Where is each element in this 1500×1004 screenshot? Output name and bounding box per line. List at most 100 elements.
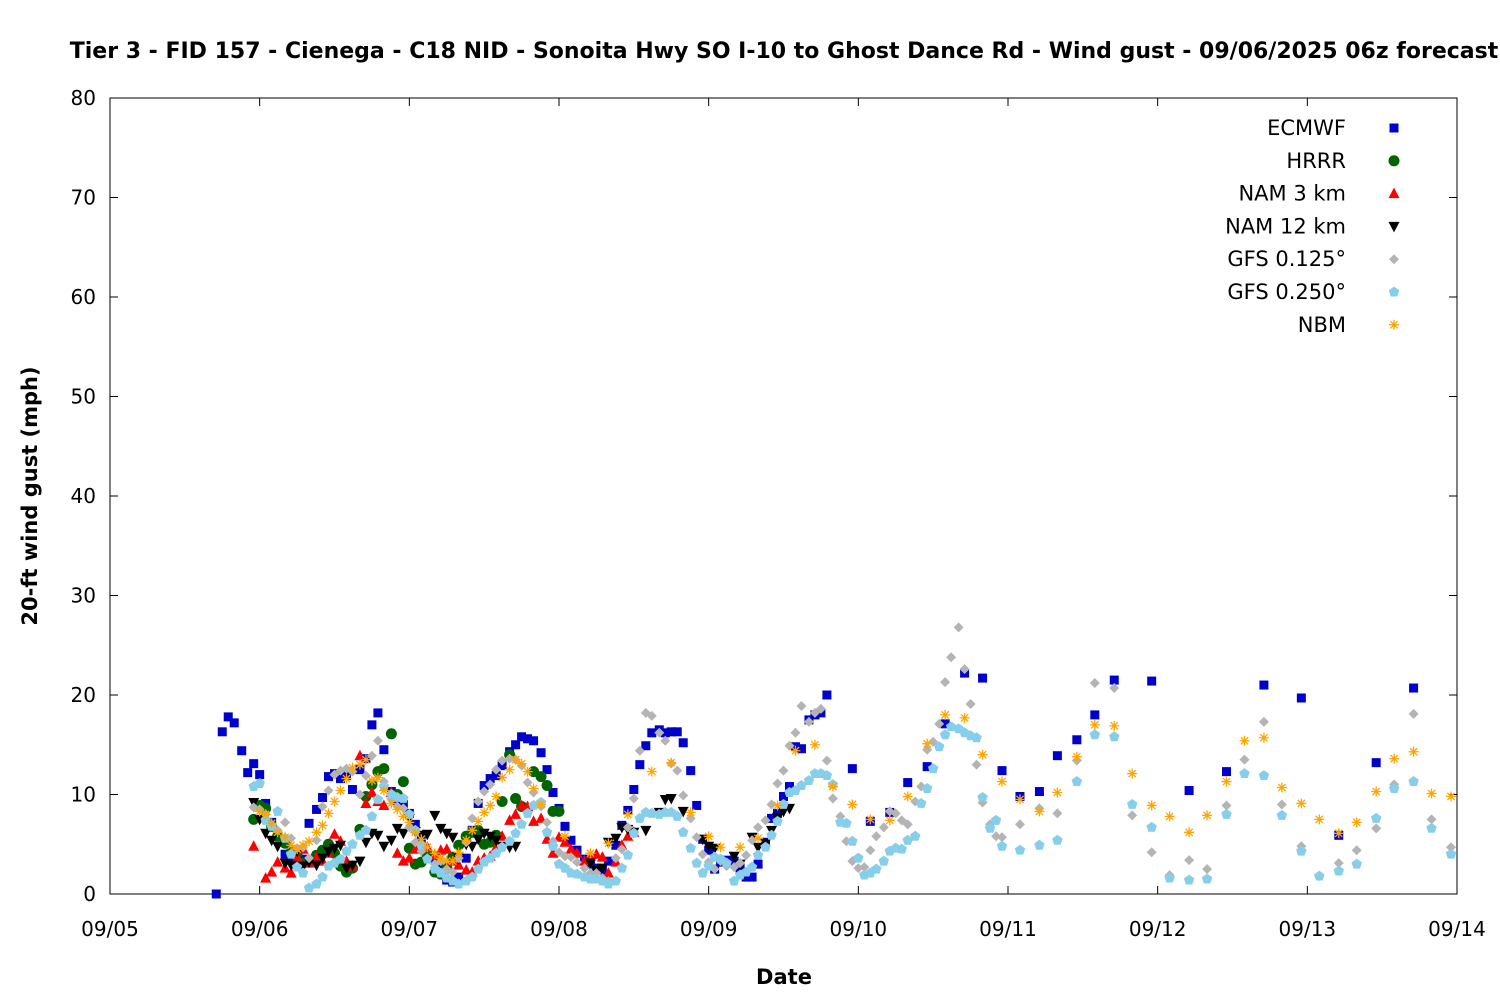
data-point [565, 852, 576, 863]
data-point [429, 810, 441, 822]
data-point [678, 738, 688, 748]
legend-marker [1389, 319, 1399, 330]
data-point [237, 746, 247, 756]
data-point [354, 856, 366, 868]
data-point [778, 765, 789, 776]
data-point [435, 853, 446, 864]
data-point [1258, 716, 1269, 727]
data-point [504, 764, 515, 775]
data-point [354, 789, 365, 800]
data-point [1333, 858, 1344, 869]
data-point [255, 770, 265, 780]
data-point [248, 840, 260, 851]
data-point [847, 799, 858, 810]
data-point [341, 773, 352, 784]
data-point [641, 741, 651, 751]
data-point [435, 823, 447, 835]
data-point [366, 810, 378, 821]
data-point [285, 848, 297, 859]
data-point [504, 814, 516, 825]
data-point [1221, 808, 1232, 819]
data-point [945, 721, 957, 732]
data-point [635, 760, 645, 770]
data-point [1296, 693, 1306, 703]
data-point [298, 840, 309, 851]
data-point [666, 727, 676, 737]
x-tick-label: 09/09 [680, 917, 738, 941]
data-point [1127, 768, 1138, 779]
data-point [496, 795, 508, 807]
data-point [536, 799, 547, 810]
data-point [372, 735, 383, 746]
data-point [410, 819, 420, 829]
data-point [1034, 787, 1044, 797]
data-point [1408, 776, 1419, 787]
data-point [709, 843, 721, 855]
data-point [1239, 735, 1250, 746]
data-point [541, 780, 553, 792]
data-point [666, 757, 677, 768]
data-point [1089, 719, 1100, 730]
data-point [335, 774, 345, 784]
data-point [260, 809, 271, 820]
data-point [1371, 823, 1382, 834]
data-point [871, 863, 882, 874]
data-point [510, 827, 521, 838]
data-point [965, 698, 976, 709]
data-point [497, 772, 508, 783]
data-point [272, 841, 284, 853]
data-point [1351, 858, 1362, 869]
data-point [304, 853, 315, 864]
data-point [280, 817, 291, 828]
data-point [453, 859, 465, 870]
data-point [249, 759, 259, 769]
data-point [491, 764, 502, 775]
data-point [410, 827, 421, 838]
data-point [922, 738, 933, 749]
data-point [654, 727, 665, 738]
data-point [784, 740, 795, 751]
data-point [318, 792, 328, 802]
data-point [292, 844, 303, 855]
data-point [385, 728, 397, 740]
data-point [747, 872, 757, 882]
data-point [772, 800, 783, 811]
legend-marker [1388, 187, 1400, 199]
data-point [560, 821, 570, 831]
data-point [266, 866, 278, 877]
data-point [1258, 732, 1269, 743]
data-point [485, 774, 495, 784]
data-point [347, 838, 358, 849]
data-point [1426, 822, 1437, 833]
data-point [1183, 874, 1195, 885]
data-point [933, 741, 945, 752]
data-point [329, 796, 340, 807]
data-point [971, 759, 982, 770]
data-point [890, 808, 901, 819]
x-axis: 09/05 09/06 09/07 09/08 09/09 09/10 09/11 09/12… [81, 98, 1486, 941]
data-point [1146, 821, 1157, 832]
data-point [535, 812, 547, 823]
data-point [511, 740, 521, 750]
data-point [211, 889, 221, 899]
data-point [304, 836, 315, 847]
y-axis-label: 20-ft wind gust (mph) [18, 366, 42, 625]
data-point [646, 807, 658, 818]
data-point [1071, 751, 1082, 762]
data-point [491, 791, 502, 802]
data-point [1445, 848, 1457, 859]
data-point [678, 790, 689, 801]
data-point [1184, 855, 1195, 866]
data-point [517, 732, 527, 742]
data-point [1184, 827, 1195, 838]
data-point [778, 798, 789, 809]
data-point [685, 813, 696, 824]
data-point [622, 830, 634, 841]
data-point [946, 652, 957, 663]
data-point [260, 872, 272, 883]
data-point [280, 832, 291, 843]
data-point [347, 785, 357, 795]
legend-label: GFS 0.125° [1227, 247, 1346, 271]
data-point [354, 749, 366, 761]
